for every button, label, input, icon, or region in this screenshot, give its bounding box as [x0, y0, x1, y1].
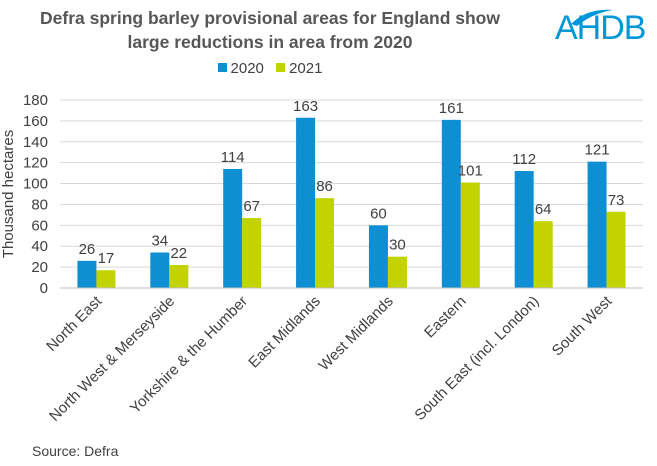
y-tick-label-80: 80 — [31, 196, 48, 213]
y-tick-label-100: 100 — [23, 176, 48, 193]
logo-swoosh — [571, 9, 613, 26]
legend-item-2021: 2021 — [276, 60, 322, 77]
data-label-2021-7: 73 — [608, 192, 625, 209]
bar-2021-0 — [96, 270, 116, 288]
y-tick-label-180: 180 — [23, 92, 48, 109]
bar-2020-1 — [150, 252, 170, 288]
data-label-2020-1: 34 — [151, 232, 168, 249]
data-label-2020-3: 163 — [293, 98, 318, 115]
data-label-2020-5: 161 — [439, 100, 464, 117]
data-label-2021-0: 17 — [98, 250, 115, 267]
chart-title-line-2: large reductions in area from 2020 — [127, 32, 413, 52]
x-tick-label-4: West Midlands — [315, 293, 396, 374]
y-tick-label-40: 40 — [31, 238, 48, 255]
data-label-2020-2: 114 — [221, 149, 245, 166]
data-label-2020-4: 60 — [370, 205, 387, 222]
bar-2020-7 — [587, 161, 607, 288]
bar-2020-6 — [514, 171, 534, 288]
bar-2020-4 — [368, 225, 388, 288]
legend-label-2021: 2021 — [289, 60, 323, 77]
bar-2021-1 — [169, 265, 189, 288]
data-label-2020-6: 112 — [512, 151, 536, 168]
logo-text: AHDB — [555, 9, 645, 47]
legend-label-2020: 2020 — [230, 60, 264, 77]
x-tick-label-1: North West & Merseyside — [46, 293, 178, 425]
data-label-2021-4: 30 — [389, 237, 406, 254]
x-tick-label-7: South West — [549, 292, 616, 359]
chart-legend: 2020 2021 — [0, 60, 540, 77]
legend-swatch-2021 — [276, 63, 286, 72]
bar-2021-2 — [242, 218, 262, 288]
bar-2021-3 — [315, 198, 335, 288]
data-label-2021-3: 86 — [316, 178, 333, 195]
legend-item-2020: 2020 — [217, 60, 264, 77]
bar-2020-2 — [223, 168, 243, 288]
bar-2021-7 — [606, 211, 626, 288]
y-axis-label: Thousand hectares — [0, 130, 17, 258]
bar-2020-5 — [441, 119, 461, 288]
y-tick-label-60: 60 — [31, 217, 48, 234]
bar-2020-0 — [77, 260, 97, 288]
x-tick-label-2: Yorkshire & the Humber — [127, 293, 251, 417]
data-label-2021-2: 67 — [243, 198, 260, 215]
y-tick-label-20: 20 — [31, 259, 48, 276]
x-tick-label-5: Eastern — [421, 293, 470, 342]
ahdb-logo: AHDB — [555, 9, 646, 47]
y-tick-label-120: 120 — [23, 155, 48, 172]
chart-title-line-1: Defra spring barley provisional areas fo… — [40, 8, 500, 28]
y-tick-label-160: 160 — [23, 113, 48, 130]
bar-2021-6 — [533, 221, 553, 288]
data-label-2020-0: 26 — [79, 241, 96, 258]
data-label-2021-5: 101 — [458, 163, 483, 180]
y-tick-label-0: 0 — [40, 280, 48, 297]
x-tick-label-6: South East (incl. London) — [411, 293, 542, 424]
y-tick-label-140: 140 — [23, 134, 48, 151]
chart-title: Defra spring barley provisional areas fo… — [0, 6, 540, 54]
bar-2020-3 — [296, 117, 316, 288]
bar-2021-5 — [460, 182, 480, 288]
data-label-2020-7: 121 — [585, 142, 610, 159]
x-tick-label-0: North East — [43, 292, 106, 355]
data-label-2021-1: 22 — [170, 245, 187, 262]
source-note: Source: Defra — [32, 443, 119, 459]
data-label-2021-6: 64 — [535, 201, 552, 218]
bar-2021-4 — [387, 256, 407, 288]
legend-swatch-2020 — [217, 63, 227, 72]
x-tick-label-3: East Midlands — [245, 293, 324, 372]
